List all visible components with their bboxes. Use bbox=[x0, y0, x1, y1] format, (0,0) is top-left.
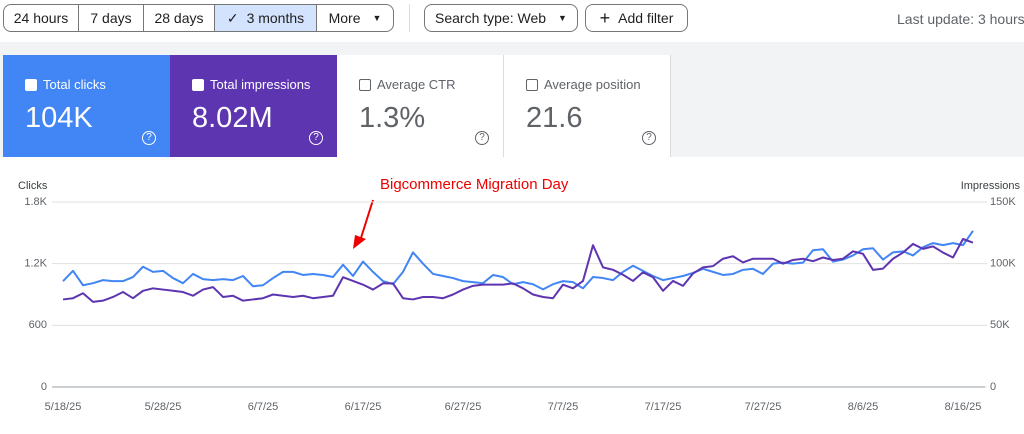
last-update: Last update: 3 hours bbox=[897, 11, 1024, 27]
y2-tick-label: 50K bbox=[990, 319, 1010, 331]
metric-value: 8.02M bbox=[192, 102, 273, 134]
metric-label: Total clicks bbox=[43, 77, 106, 92]
metric-label: Total impressions bbox=[210, 77, 311, 92]
annotation-arrow bbox=[359, 199, 374, 242]
metric-card[interactable]: Average position 21.6? bbox=[504, 55, 671, 157]
y-tick-label: 1.2K bbox=[24, 258, 47, 270]
metric-value: 104K bbox=[25, 102, 93, 134]
y2-tick-label: 150K bbox=[990, 196, 1016, 208]
y-axis-label: Clicks bbox=[18, 180, 48, 192]
x-tick-label: 7/7/25 bbox=[548, 401, 579, 413]
metric-label: Average position bbox=[544, 77, 641, 92]
metric-card[interactable]: Total impressions 8.02M? bbox=[170, 55, 337, 157]
chart: Clicks Impressions Bigcommerce Migration… bbox=[18, 176, 1021, 413]
x-tick-label: 8/6/25 bbox=[848, 401, 879, 413]
y2-tick-label: 0 bbox=[990, 381, 996, 393]
add-filter-button[interactable]: + Add filter bbox=[585, 4, 688, 32]
search-type-button[interactable]: Search type: Web ▼ bbox=[424, 4, 578, 32]
x-tick-label: 8/16/25 bbox=[945, 401, 982, 413]
metric-value: 21.6 bbox=[526, 102, 583, 134]
x-tick-label: 7/27/25 bbox=[745, 401, 782, 413]
y2-tick-label: 100K bbox=[990, 258, 1016, 270]
divider bbox=[409, 4, 410, 32]
range-button[interactable]: 24 hours bbox=[3, 4, 79, 32]
metric-card[interactable]: Total clicks 104K? bbox=[3, 55, 170, 157]
x-tick-label: 6/7/25 bbox=[248, 401, 279, 413]
more-button[interactable]: More ▼ bbox=[316, 4, 394, 32]
y-tick-label: 1.8K bbox=[24, 196, 47, 208]
range-label: 3 months bbox=[246, 10, 305, 26]
x-tick-label: 6/27/25 bbox=[445, 401, 482, 413]
more-label: More bbox=[328, 10, 361, 26]
range-button[interactable]: 28 days bbox=[143, 4, 215, 32]
annotation-arrowhead bbox=[353, 235, 366, 249]
range-button[interactable]: 7 days bbox=[78, 4, 144, 32]
add-filter-label: Add filter bbox=[618, 10, 674, 26]
search-type-label: Search type: Web bbox=[435, 10, 547, 26]
x-tick-label: 5/28/25 bbox=[145, 401, 182, 413]
x-tick-label: 5/18/25 bbox=[45, 401, 82, 413]
x-tick-label: 7/17/25 bbox=[645, 401, 682, 413]
y-tick-label: 0 bbox=[41, 381, 47, 393]
metric-value: 1.3% bbox=[359, 102, 426, 134]
metric-card[interactable]: Average CTR 1.3%? bbox=[337, 55, 504, 157]
series-line bbox=[62, 230, 974, 291]
metric-label: Average CTR bbox=[377, 77, 456, 92]
range-button-selected[interactable]: ✓ 3 months bbox=[214, 4, 317, 32]
y2-axis-label: Impressions bbox=[961, 180, 1021, 192]
y-tick-label: 600 bbox=[29, 319, 47, 331]
annotation: Bigcommerce Migration Day bbox=[380, 176, 569, 193]
series-line bbox=[62, 238, 974, 303]
x-tick-label: 6/17/25 bbox=[345, 401, 382, 413]
